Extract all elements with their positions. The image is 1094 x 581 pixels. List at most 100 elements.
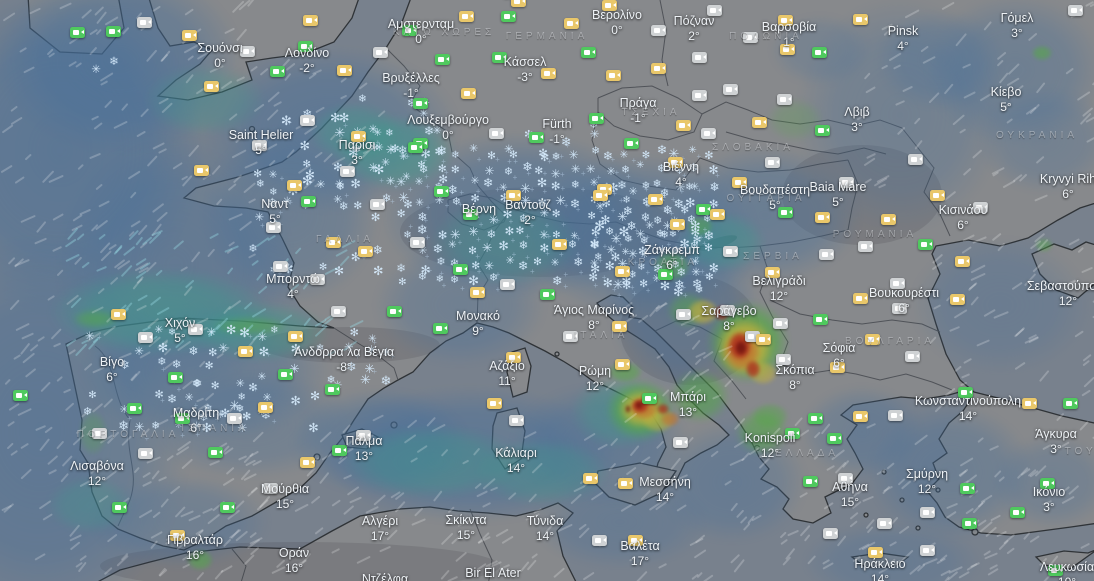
- city-label[interactable]: Οράν 16°: [279, 546, 309, 575]
- city-label[interactable]: Ανδόρρα λα Βέγια -8°: [294, 345, 394, 374]
- city-label[interactable]: Βαλέτα 17°: [620, 539, 659, 568]
- webcam-icon[interactable]: [692, 52, 707, 63]
- webcam-icon[interactable]: [823, 528, 838, 539]
- webcam-icon[interactable]: [692, 90, 707, 101]
- webcam-icon[interactable]: [950, 294, 965, 305]
- city-label[interactable]: Χιχόν 5°: [165, 316, 196, 345]
- city-label[interactable]: Βαρσοβία 1°: [762, 20, 817, 49]
- city-label[interactable]: Σουόνσι 0°: [197, 41, 242, 70]
- city-label[interactable]: Σμύρνη 12°: [906, 467, 948, 496]
- webcam-icon[interactable]: [905, 351, 920, 362]
- webcam-icon[interactable]: [830, 362, 845, 373]
- city-label[interactable]: Μονακό 9°: [456, 309, 500, 338]
- webcam-icon[interactable]: [602, 0, 617, 11]
- webcam-icon[interactable]: [853, 14, 868, 25]
- webcam-icon[interactable]: [1010, 507, 1025, 518]
- city-label[interactable]: Αθήνα 15°: [832, 480, 868, 509]
- city-label[interactable]: Λευκωσία10°: [1040, 560, 1094, 581]
- webcam-icon[interactable]: [955, 256, 970, 267]
- city-label[interactable]: Λισαβόνα 12°: [70, 459, 124, 488]
- city-label[interactable]: Κίεβο 5°: [991, 85, 1022, 114]
- city-label[interactable]: Παρίσι 3°: [339, 138, 376, 167]
- webcam-icon[interactable]: [962, 518, 977, 529]
- city-label[interactable]: Ναντ 5°: [261, 197, 288, 226]
- city-label[interactable]: Pinsk 4°: [888, 24, 919, 53]
- webcam-icon[interactable]: [827, 433, 842, 444]
- city-label[interactable]: Σκίκντα 15°: [445, 513, 486, 542]
- webcam-icon[interactable]: [1022, 398, 1037, 409]
- city-label[interactable]: Λονδίνο -2°: [285, 46, 330, 75]
- city-label[interactable]: Βρυξέλλες -1°: [382, 71, 440, 100]
- webcam-icon[interactable]: [564, 18, 579, 29]
- city-label[interactable]: Σεβαστούπολη12°: [1027, 279, 1094, 308]
- webcam-icon[interactable]: [865, 334, 880, 345]
- city-label[interactable]: Ντζέλφα: [362, 572, 408, 581]
- city-label[interactable]: Saint Helier 5°: [229, 128, 294, 157]
- webcam-icon[interactable]: [819, 249, 834, 260]
- city-label[interactable]: Βίγο 6°: [100, 355, 124, 384]
- webcam-icon[interactable]: [815, 125, 830, 136]
- webcam-icon[interactable]: [1063, 398, 1078, 409]
- city-label[interactable]: Kryvyi Rih 6°: [1040, 172, 1094, 201]
- city-label[interactable]: Μεσσήνη 14°: [639, 475, 691, 504]
- city-label[interactable]: Κάσσελ -3°: [504, 55, 547, 84]
- webcam-icon[interactable]: [606, 70, 621, 81]
- city-label[interactable]: Μούρθια 15°: [261, 482, 309, 511]
- webcam-icon[interactable]: [813, 314, 828, 325]
- city-label[interactable]: Κισινάου 6°: [939, 203, 988, 232]
- webcam-icon[interactable]: [960, 483, 975, 494]
- city-label[interactable]: Μπάρι 13°: [670, 390, 706, 419]
- city-label[interactable]: Άγκυρα 3°: [1035, 427, 1077, 456]
- webcam-icon[interactable]: [920, 545, 935, 556]
- webcam-icon[interactable]: [892, 303, 907, 314]
- webcam-icon[interactable]: [815, 212, 830, 223]
- city-label[interactable]: Πόζναν 2°: [674, 14, 715, 43]
- webcam-icon[interactable]: [541, 68, 556, 79]
- city-label[interactable]: Λουξεμβούργο 0°: [407, 113, 489, 142]
- webcam-icon[interactable]: [838, 473, 853, 484]
- webcam-icon[interactable]: [506, 352, 521, 363]
- webcam-icon[interactable]: [890, 278, 905, 289]
- webcam-icon[interactable]: [881, 214, 896, 225]
- webcam-icon[interactable]: [723, 84, 738, 95]
- webcam-icon[interactable]: [808, 413, 823, 424]
- webcam-icon[interactable]: [868, 547, 883, 558]
- city-label[interactable]: Baia Mare 5°: [810, 180, 867, 209]
- city-label[interactable]: Βέρνη: [462, 202, 496, 217]
- city-label[interactable]: Ρώμη 12°: [579, 364, 611, 393]
- city-label[interactable]: Τύνιδα 14°: [527, 514, 564, 543]
- city-label[interactable]: Πάλμα 13°: [346, 434, 383, 463]
- webcam-icon[interactable]: [858, 241, 873, 252]
- city-label[interactable]: Βαντούζ -2°: [505, 198, 551, 227]
- webcam-icon[interactable]: [581, 47, 596, 58]
- webcam-icon[interactable]: [839, 177, 854, 188]
- city-label[interactable]: Γιβραλτάρ 16°: [167, 533, 223, 562]
- city-label[interactable]: Ικόνιο 3°: [1033, 485, 1066, 514]
- webcam-icon[interactable]: [888, 410, 903, 421]
- city-label[interactable]: Σκόπια 8°: [775, 363, 814, 392]
- webcam-icon[interactable]: [930, 190, 945, 201]
- webcam-icon[interactable]: [812, 47, 827, 58]
- city-label[interactable]: Αλγέρι 17°: [362, 514, 398, 543]
- webcam-icon[interactable]: [777, 94, 792, 105]
- city-label[interactable]: Βουκουρέστι 6°: [869, 286, 939, 315]
- city-label[interactable]: Άγιος Μαρίνος 8°: [554, 303, 634, 332]
- webcam-icon[interactable]: [310, 274, 325, 285]
- city-label[interactable]: Βερολίνο 0°: [592, 8, 642, 37]
- webcam-icon[interactable]: [651, 63, 666, 74]
- city-label[interactable]: Κωνσταντινούπολη 14°: [915, 394, 1021, 423]
- webcam-icon[interactable]: [853, 411, 868, 422]
- city-label[interactable]: Bir El Ater: [465, 566, 521, 581]
- webcam-icon[interactable]: [743, 32, 758, 43]
- city-label[interactable]: Κάλιαρι 14°: [495, 446, 537, 475]
- city-label[interactable]: Ηράκλειο 14°: [854, 557, 905, 581]
- city-label[interactable]: Γόμελ 3°: [1001, 11, 1034, 40]
- webcam-icon[interactable]: [1068, 5, 1083, 16]
- webcam-icon[interactable]: [918, 239, 933, 250]
- city-label[interactable]: Σόφια 6°: [823, 341, 856, 370]
- city-label[interactable]: Λβιβ 3°: [844, 105, 870, 134]
- city-label[interactable]: 1°: [503, 0, 514, 1]
- webcam-icon[interactable]: [511, 0, 526, 7]
- webcam-icon[interactable]: [908, 154, 923, 165]
- webcam-icon[interactable]: [853, 293, 868, 304]
